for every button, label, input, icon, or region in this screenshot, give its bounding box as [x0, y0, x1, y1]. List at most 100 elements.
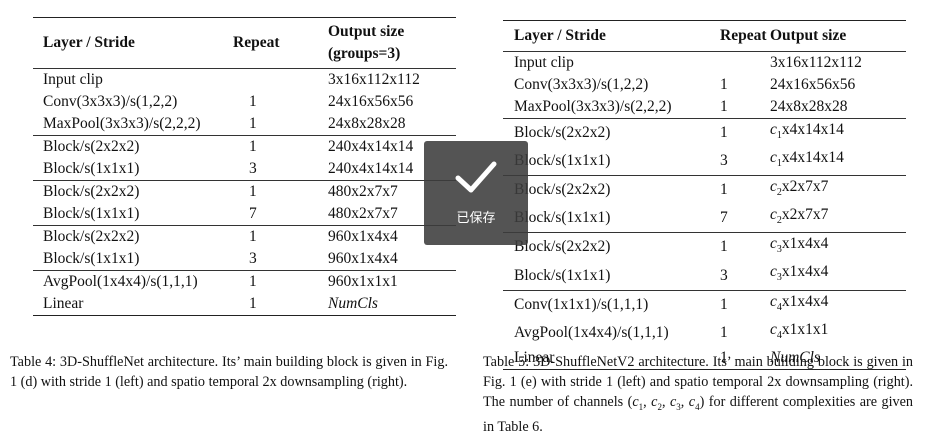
table-row: Block/s(2x2x2) 1 960x1x4x4 [33, 225, 456, 249]
repeat-cell: 7 [249, 205, 257, 222]
repeat-cell: 1 [720, 76, 728, 93]
output-cell: 960x1x1x1 [328, 273, 398, 290]
layer-cell: Block/s(1x1x1) [43, 250, 140, 267]
repeat-cell: 7 [720, 209, 728, 227]
repeat-cell: 3 [249, 250, 257, 267]
layer-cell: Block/s(2x2x2) [514, 181, 611, 199]
table-row: Input clip 3x16x112x112 [33, 68, 456, 92]
output-cell: c1x4x14x14 [770, 149, 844, 170]
table-header-row: Layer / Stride Repeat Output size [503, 20, 906, 52]
table-row: MaxPool(3x3x3)/s(2,2,2) 1 24x8x28x28 [503, 96, 906, 119]
output-cell: c3x1x4x4 [770, 263, 829, 284]
layer-cell: Block/s(2x2x2) [43, 138, 140, 155]
repeat-cell: 1 [249, 228, 257, 245]
table-row: Block/s(1x1x1) 3 c1x4x14x14 [503, 147, 906, 176]
table-4-caption: Table 4: 3D-ShuffleNet architecture. Its… [10, 354, 448, 390]
layer-cell: Conv(3x3x3)/s(1,2,2) [43, 93, 178, 110]
table-row: Block/s(1x1x1) 3 960x1x4x4 [33, 248, 456, 271]
table-row: Linear 1 NumCls [503, 347, 906, 370]
output-cell: c4x1x4x4 [770, 292, 829, 313]
repeat-cell: 1 [249, 273, 257, 290]
repeat-cell: 1 [720, 295, 728, 313]
col-header-layer: Layer / Stride [43, 34, 135, 51]
repeat-cell: 3 [720, 152, 728, 170]
repeat-cell: 1 [720, 348, 728, 366]
repeat-cell: 1 [249, 295, 257, 312]
layer-cell: Conv(3x3x3)/s(1,2,2) [514, 76, 649, 93]
output-cell: 960x1x4x4 [328, 228, 398, 245]
output-cell: c4x1x1x1 [770, 320, 829, 341]
output-cell: 960x1x4x4 [328, 250, 398, 267]
repeat-cell: 1 [720, 124, 728, 142]
output-cell: 3x16x112x112 [770, 54, 862, 71]
layer-cell: Linear [514, 348, 555, 366]
table-row: Block/s(1x1x1) 3 240x4x14x14 [33, 158, 456, 181]
layer-cell: Block/s(2x2x2) [43, 228, 140, 245]
output-cell: 240x4x14x14 [328, 160, 414, 177]
output-cell: 3x16x112x112 [328, 71, 420, 88]
repeat-cell: 1 [720, 98, 728, 115]
repeat-cell: 1 [249, 138, 257, 155]
output-cell: 24x8x28x28 [328, 115, 406, 132]
layer-cell: Block/s(1x1x1) [514, 209, 611, 227]
layer-cell: Block/s(2x2x2) [514, 124, 611, 142]
table-row: Conv(1x1x1)/s(1,1,1) 1 c4x1x4x4 [503, 290, 906, 319]
col-header-output: Output size [770, 27, 847, 44]
table-body: Input clip 3x16x112x112 Conv(3x3x3)/s(1,2,… [33, 68, 456, 316]
col-header-output-line1: Output size [328, 23, 405, 40]
table-row: Block/s(2x2x2) 1 240x4x14x14 [33, 135, 456, 159]
output-cell: 24x16x56x56 [770, 76, 856, 93]
table-4: Layer / Stride Repeat Output size (group… [33, 17, 456, 316]
output-cell: 240x4x14x14 [328, 138, 414, 155]
repeat-cell: 1 [720, 323, 728, 341]
table-5-caption: Table 5: 3D-ShuffleNetV2 architecture. I… [483, 354, 914, 435]
checkmark-icon [455, 161, 497, 193]
layer-cell: Input clip [514, 54, 574, 71]
layer-cell: MaxPool(3x3x3)/s(2,2,2) [43, 115, 201, 132]
output-cell: c2x2x7x7 [770, 206, 829, 227]
col-header-repeat: Repeat [720, 27, 767, 44]
output-cell: 24x16x56x56 [328, 93, 414, 110]
table-row: AvgPool(1x4x4)/s(1,1,1) 1 c4x1x1x1 [503, 319, 906, 347]
layer-cell: Block/s(1x1x1) [514, 266, 611, 284]
layer-cell: Block/s(2x2x2) [514, 238, 611, 256]
table-header-row: Layer / Stride Repeat Output size (group… [33, 17, 456, 69]
repeat-cell: 1 [720, 238, 728, 256]
repeat-cell: 1 [249, 93, 257, 110]
layer-cell: Block/s(2x2x2) [43, 183, 140, 200]
repeat-cell: 1 [720, 181, 728, 199]
output-cell: c2x2x7x7 [770, 178, 829, 199]
saved-toast: 已保存 [424, 141, 528, 245]
repeat-cell [720, 52, 770, 75]
output-cell: NumCls [328, 295, 378, 312]
table-row: MaxPool(3x3x3)/s(2,2,2) 1 24x8x28x28 [33, 113, 456, 136]
table-row: Input clip 3x16x112x112 [503, 51, 906, 75]
repeat-cell: 3 [720, 266, 728, 284]
table-row: Block/s(1x1x1) 7 c2x2x7x7 [503, 204, 906, 233]
repeat-cell [233, 69, 328, 92]
col-header-layer: Layer / Stride [514, 27, 606, 44]
output-cell: c1x4x14x14 [770, 121, 844, 142]
layer-cell: Block/s(1x1x1) [43, 205, 140, 222]
output-cell: 24x8x28x28 [770, 98, 848, 115]
layer-cell: MaxPool(3x3x3)/s(2,2,2) [514, 98, 672, 115]
saved-toast-label: 已保存 [456, 211, 496, 226]
table-5: Layer / Stride Repeat Output size Input … [503, 20, 906, 370]
layer-cell: AvgPool(1x4x4)/s(1,1,1) [514, 323, 669, 341]
repeat-cell: 3 [249, 160, 257, 177]
layer-cell: Linear [43, 295, 84, 312]
repeat-cell: 1 [249, 115, 257, 132]
table-row: Block/s(1x1x1) 7 480x2x7x7 [33, 203, 456, 226]
col-header-output-line2: (groups=3) [328, 45, 401, 62]
table-row: Block/s(2x2x2) 1 c2x2x7x7 [503, 175, 906, 205]
table-row: Block/s(2x2x2) 1 c1x4x14x14 [503, 118, 906, 148]
repeat-cell: 1 [249, 183, 257, 200]
table-row: Block/s(2x2x2) 1 480x2x7x7 [33, 180, 456, 204]
table-body: Input clip 3x16x112x112 Conv(3x3x3)/s(1,2,… [503, 51, 906, 370]
table-row: Block/s(1x1x1) 3 c3x1x4x4 [503, 261, 906, 290]
table-row: AvgPool(1x4x4)/s(1,1,1) 1 960x1x1x1 [33, 270, 456, 294]
layer-cell: AvgPool(1x4x4)/s(1,1,1) [43, 273, 198, 290]
output-cell: 480x2x7x7 [328, 183, 398, 200]
layer-cell: Conv(1x1x1)/s(1,1,1) [514, 295, 649, 313]
output-cell: NumCls [770, 348, 820, 366]
